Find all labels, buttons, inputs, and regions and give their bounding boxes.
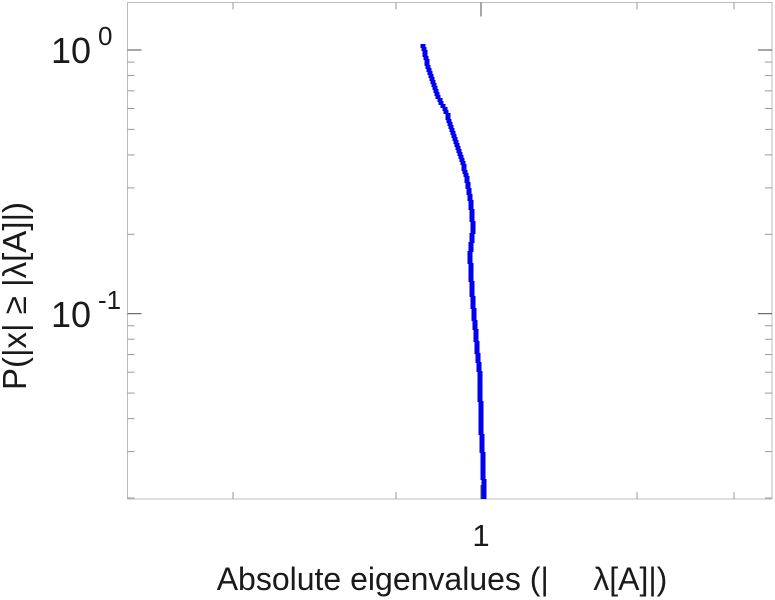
svg-text:10: 10 — [51, 294, 91, 335]
svg-text:1: 1 — [472, 518, 489, 553]
svg-text:-1: -1 — [98, 285, 121, 315]
svg-text:Absolute eigenvalues (| λ[: Absolute eigenvalues (| λ[A]|) — [217, 561, 668, 597]
svg-text:0: 0 — [98, 21, 112, 51]
svg-text:10: 10 — [51, 30, 91, 71]
svg-text:P(|x| ≥ |λ[A]|): P(|x| ≥ |λ[A]|) — [0, 202, 33, 390]
